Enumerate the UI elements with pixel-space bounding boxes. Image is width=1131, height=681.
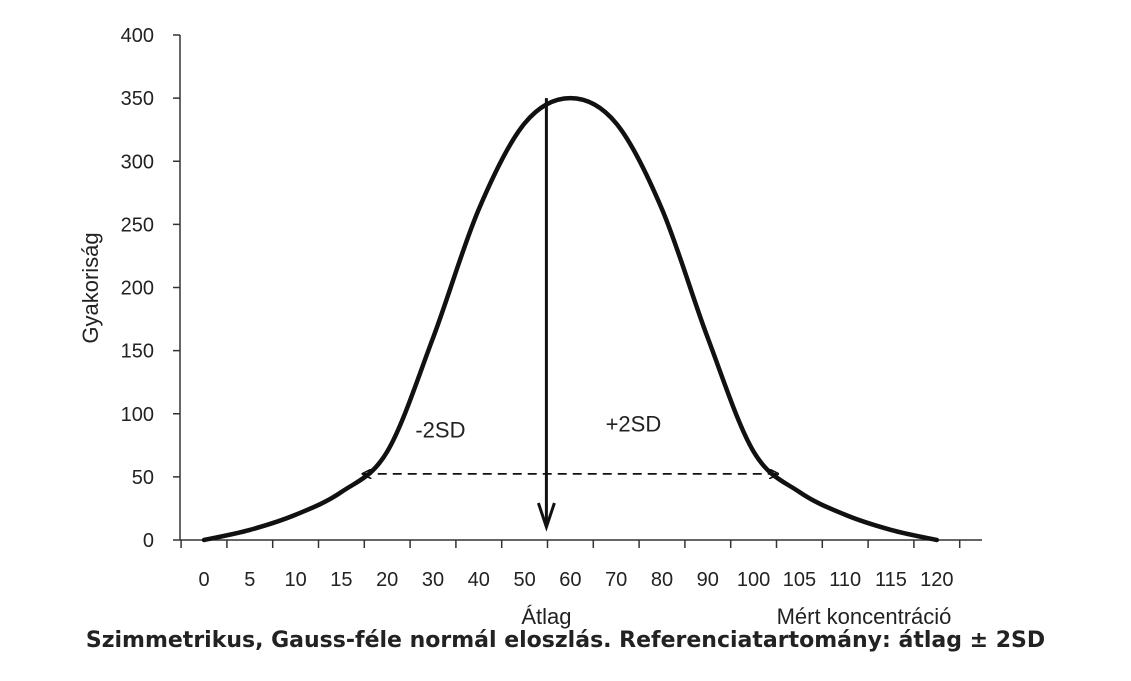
x-tick-label: 120 — [920, 569, 953, 591]
y-tick-label: 300 — [121, 151, 154, 173]
x-tick-label: 100 — [737, 569, 770, 591]
x-tick-label: 80 — [651, 569, 673, 591]
x-tick-label: 90 — [697, 569, 719, 591]
mean-arrowhead — [536, 502, 556, 532]
x-tick-label: 30 — [422, 569, 444, 591]
y-ticks-group: 0 50 100 150 200 250 300 350 400 — [121, 25, 180, 552]
x-axis-title: Mért koncentráció — [777, 604, 952, 629]
y-tick-label: 100 — [121, 404, 154, 426]
x-tick-label: 20 — [376, 569, 398, 591]
y-tick-label: 350 — [121, 88, 154, 110]
plus-2sd-label: +2SD — [606, 412, 662, 437]
x-tick-label: 50 — [513, 569, 535, 591]
y-tick-label: 250 — [121, 214, 154, 236]
y-tick-label: 150 — [121, 341, 154, 363]
x-tick-label: 10 — [284, 569, 306, 591]
x-tick-label: 5 — [244, 569, 255, 591]
minus-2sd-label: -2SD — [415, 417, 465, 442]
x-tick-label: 70 — [605, 569, 627, 591]
mean-label: Átlag — [521, 604, 571, 629]
figure-caption: Szimmetrikus, Gauss-féle normál eloszlás… — [85, 628, 1046, 653]
y-tick-label: 200 — [121, 278, 154, 300]
x-tick-label: 105 — [783, 569, 816, 591]
x-tick-label: 0 — [198, 569, 209, 591]
x-tick-label: 115 — [875, 569, 907, 591]
y-tick-label: 0 — [143, 530, 154, 552]
x-ticks-group: 0 5 10 15 20 30 40 50 60 70 80 90 100 105 110 115 120 — [180, 540, 961, 591]
y-axis-title: Gyakoriság — [78, 232, 103, 343]
x-tick-label: 110 — [829, 569, 861, 591]
y-tick-label: 50 — [132, 467, 154, 489]
chart-area: 0 50 100 150 200 250 300 350 400 0 5 10 15 20 30 40 50 6… — [78, 25, 982, 629]
y-tick-label: 400 — [121, 25, 154, 47]
gaussian-curve — [201, 95, 940, 543]
x-tick-label: 15 — [330, 569, 352, 591]
x-tick-label: 60 — [559, 569, 581, 591]
axes-group — [179, 35, 982, 541]
x-tick-label: 40 — [468, 569, 490, 591]
